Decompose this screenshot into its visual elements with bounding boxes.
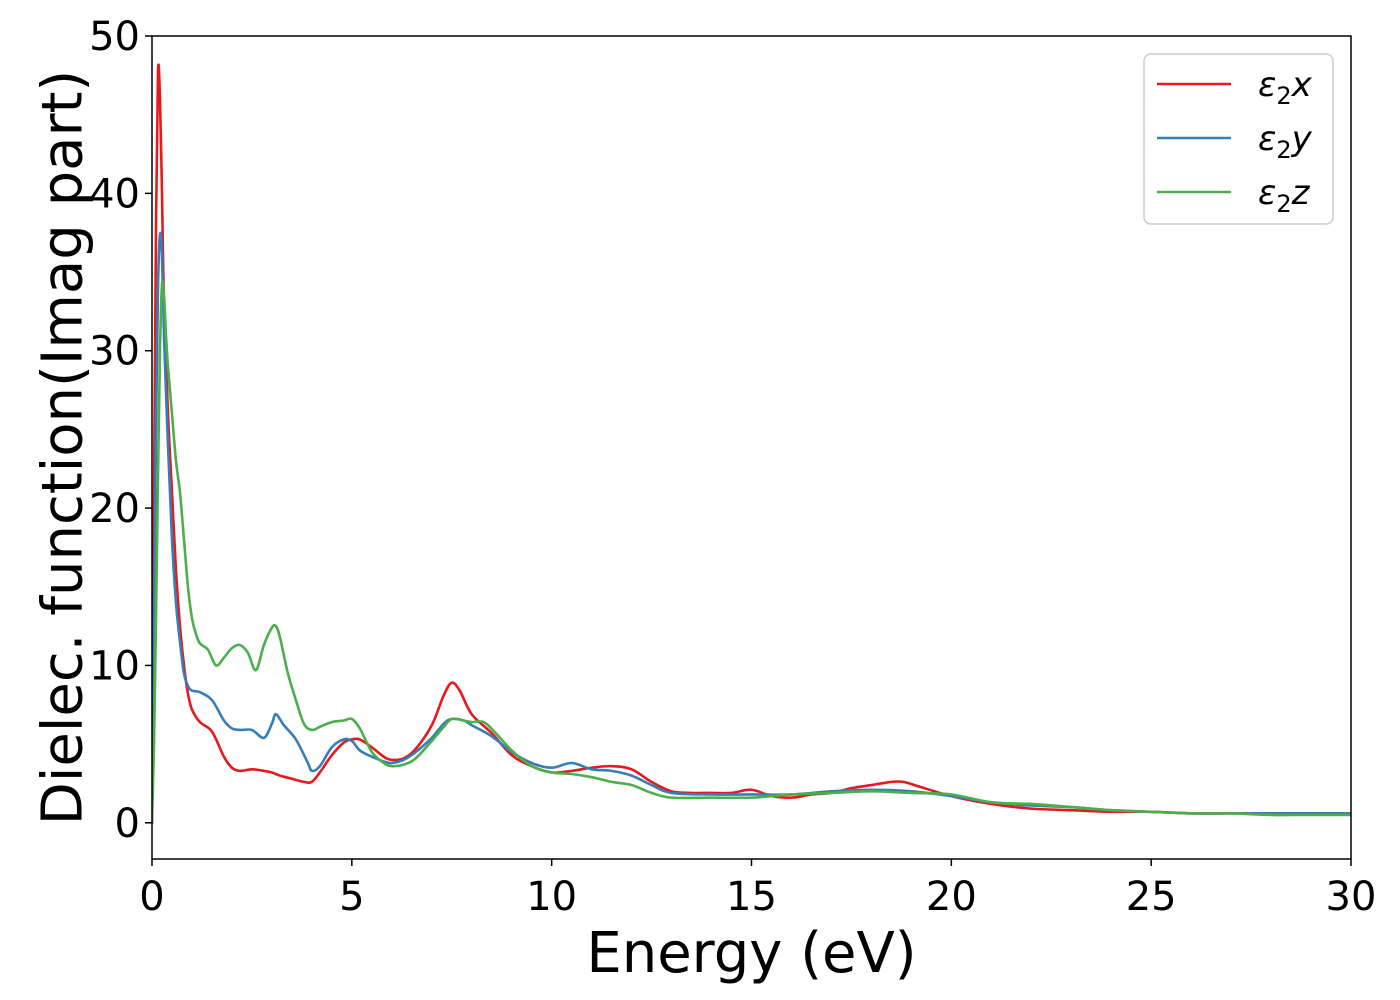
series-line-x — [152, 63, 1351, 825]
series-line-y — [152, 231, 1351, 825]
series-line-z — [152, 279, 1351, 825]
x-tick-label: 20 — [926, 874, 977, 920]
y-tick-label: 20 — [89, 486, 140, 532]
y-axis: 0 10 20 30 40 50 — [89, 14, 152, 847]
x-tick-label: 5 — [339, 874, 364, 920]
x-tick-label: 10 — [526, 874, 577, 920]
x-axis: 0 5 10 15 20 25 30 — [139, 859, 1376, 920]
x-axis-label: Energy (eV) — [586, 921, 916, 986]
legend: ε2x ε2y ε2z — [1143, 53, 1334, 225]
x-tick-label: 0 — [139, 874, 164, 920]
y-tick-label: 0 — [115, 801, 140, 847]
y-tick-label: 10 — [89, 643, 140, 689]
y-tick-label: 40 — [89, 171, 140, 217]
x-tick-label: 30 — [1326, 874, 1377, 920]
legend-label-z: ε2z — [1258, 173, 1311, 218]
y-tick-label: 50 — [89, 14, 140, 60]
x-tick-label: 15 — [726, 874, 777, 920]
legend-label-y: ε2y — [1258, 119, 1313, 164]
y-tick-label: 30 — [89, 329, 140, 375]
y-axis-label: Dielec. function(Imag part) — [31, 70, 96, 826]
plot-content — [152, 63, 1351, 825]
x-tick-label: 25 — [1126, 874, 1177, 920]
legend-box — [1143, 53, 1334, 225]
legend-label-x: ε2x — [1258, 65, 1313, 110]
